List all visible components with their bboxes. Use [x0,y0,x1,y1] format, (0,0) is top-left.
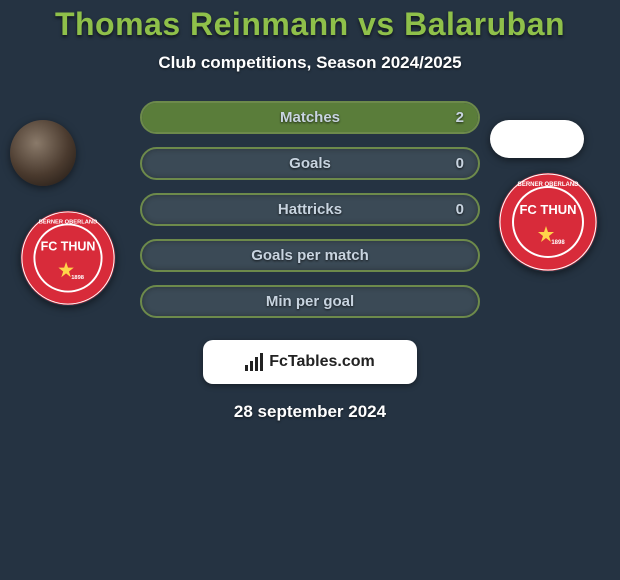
watermark-text: FcTables.com [269,353,375,371]
svg-text:1898: 1898 [551,240,565,246]
comparison-title: Thomas Reinmann vs Balaruban [0,0,620,43]
svg-text:FC THUN: FC THUN [41,239,96,253]
stat-label: Matches [142,103,478,132]
stat-label: Min per goal [142,287,478,316]
watermark[interactable]: FcTables.com [203,340,417,384]
stats-container: Matches2Goals0Hattricks0Goals per matchM… [140,101,480,318]
svg-text:BERNER OBERLAND: BERNER OBERLAND [39,219,97,225]
player2-club-badge: BERNER OBERLAND FC THUN 1898 [498,172,598,272]
stat-row: Matches2 [140,101,480,134]
svg-text:FC THUN: FC THUN [519,202,576,217]
stat-row: Goals0 [140,147,480,180]
player1-photo [10,120,76,186]
chart-icon [245,353,263,371]
date: 28 september 2024 [0,402,620,422]
player1-name: Thomas Reinmann [55,6,349,42]
svg-text:1898: 1898 [71,275,85,281]
player2-photo-placeholder [490,120,584,158]
subtitle: Club competitions, Season 2024/2025 [0,53,620,73]
stat-label: Goals per match [142,241,478,270]
stat-label: Hattricks [142,195,478,224]
stat-value-right: 0 [456,195,464,224]
vs-text: vs [358,6,395,42]
stat-label: Goals [142,149,478,178]
svg-text:BERNER OBERLAND: BERNER OBERLAND [517,182,579,188]
stat-value-right: 0 [456,149,464,178]
stat-row: Goals per match [140,239,480,272]
stat-value-right: 2 [456,103,464,132]
player1-club-badge: BERNER OBERLAND FC THUN 1898 [20,210,116,306]
stat-row: Hattricks0 [140,193,480,226]
player2-name: Balaruban [404,6,565,42]
stat-row: Min per goal [140,285,480,318]
